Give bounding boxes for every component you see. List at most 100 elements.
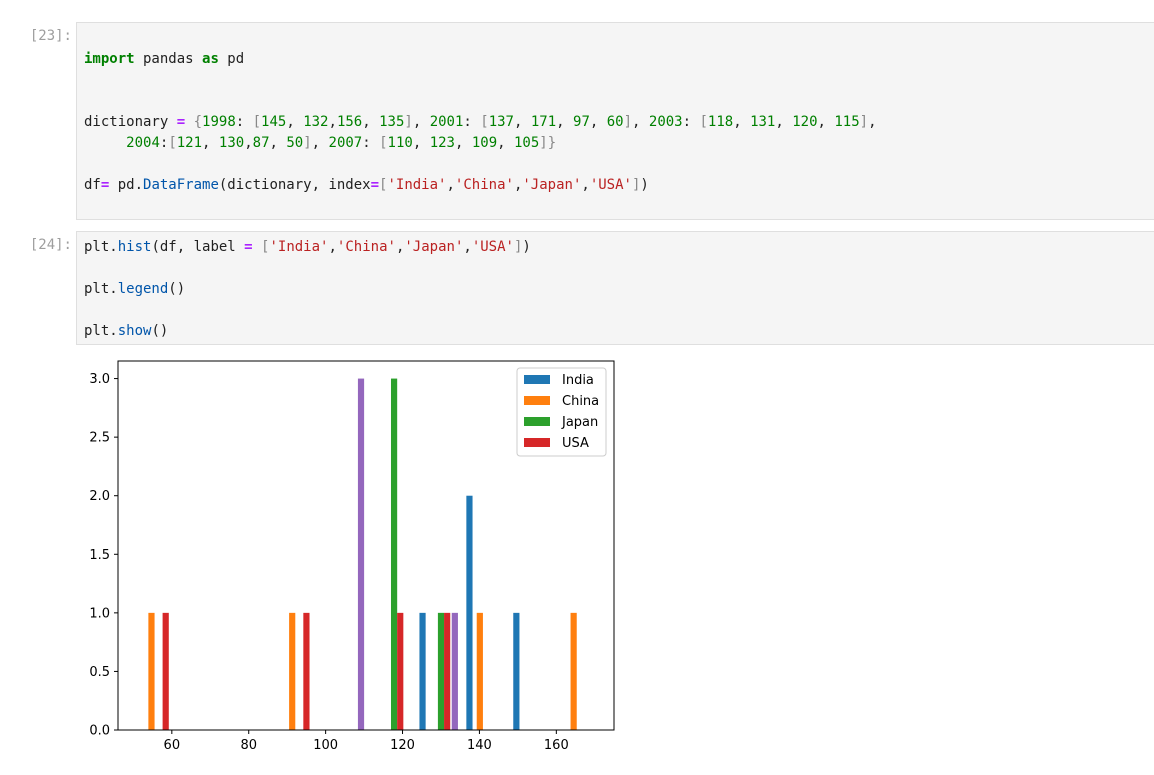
code-line: df= pd.DataFrame(dictionary, index=['Ind…	[84, 176, 649, 194]
code-token	[84, 135, 126, 151]
code-token: pd.	[109, 177, 144, 193]
code-token: ,	[362, 114, 380, 130]
chart-legend: India China Japan USA	[516, 367, 607, 457]
code-token: )	[640, 177, 649, 193]
x-tick-label: 160	[544, 738, 569, 753]
code-token: 123	[429, 135, 455, 151]
code-token: ,	[514, 114, 531, 130]
code-token: [	[261, 239, 270, 255]
code-token: 60	[606, 114, 624, 130]
code-token: [	[480, 114, 489, 130]
y-tick-label: 1.5	[89, 548, 110, 563]
code-token: ,	[556, 114, 574, 130]
code-token: plt.	[84, 323, 118, 339]
code-token: 'USA'	[589, 177, 632, 193]
histogram-chart: 60 80 100 120 140 160 0.0 0.5 1.0 1.5 2.0 2.5 3.0 Ind…	[89, 360, 615, 753]
histogram-bar	[357, 378, 365, 730]
code-token: pd	[218, 51, 245, 67]
code-token: ,	[328, 114, 337, 130]
histogram-bar	[148, 612, 155, 730]
code-token: 2007	[328, 135, 363, 151]
y-tick-label: 2.5	[89, 431, 110, 446]
code-token: 50	[286, 135, 304, 151]
code-token: [	[252, 114, 262, 130]
legend-swatch	[524, 417, 550, 426]
code-token: ,	[581, 177, 590, 193]
legend-label: India	[562, 373, 594, 388]
code-token: :	[362, 135, 380, 151]
cell-prompt-23: [23]:	[29, 28, 72, 44]
code-token: import	[84, 51, 135, 67]
code-token: 137	[488, 114, 514, 130]
code-token: ,	[497, 135, 514, 151]
legend-swatch	[524, 396, 550, 405]
code-token: 'China'	[336, 239, 396, 255]
code-token: 'China'	[454, 177, 514, 193]
code-token: ,	[412, 114, 430, 130]
histogram-bar	[397, 612, 404, 730]
y-tick-label: 1.0	[89, 606, 110, 621]
code-token: ,	[454, 135, 472, 151]
y-tick-label: 0.5	[89, 665, 110, 680]
code-token: ,	[632, 114, 649, 130]
code-token: ,	[412, 135, 430, 151]
code-token: =	[176, 114, 186, 130]
histogram-bar	[513, 612, 520, 730]
code-token: ,	[775, 114, 793, 130]
code-token: [	[699, 114, 708, 130]
code-token	[185, 114, 193, 130]
code-token: ()	[168, 281, 186, 297]
code-token: ]	[404, 114, 413, 130]
code-token: 145	[261, 114, 287, 130]
code-token: 'USA'	[471, 239, 514, 255]
histogram-bar	[303, 612, 310, 730]
code-token: =	[100, 177, 110, 193]
histogram-bar	[390, 378, 398, 730]
legend-label: USA	[562, 436, 589, 451]
code-token: 2001	[429, 114, 464, 130]
histogram-bar	[466, 495, 473, 730]
code-token: [	[379, 135, 388, 151]
code-token: 110	[387, 135, 413, 151]
code-cell-24[interactable]: plt.hist(df, label = ['India','China','J…	[76, 231, 1154, 345]
code-token: ,	[733, 114, 751, 130]
code-token: {	[193, 114, 203, 130]
code-token: 130	[218, 135, 245, 151]
code-token: :	[463, 114, 481, 130]
code-token: ()	[151, 323, 169, 339]
code-token: 'Japan'	[404, 239, 464, 255]
code-token: 135	[379, 114, 405, 130]
code-token: df	[84, 177, 101, 193]
code-token: ]	[623, 114, 633, 130]
code-token: pandas	[134, 51, 203, 67]
code-cell-23[interactable]: import pandas as pd dictionary = {1998: […	[76, 22, 1154, 220]
histogram-bar	[162, 612, 169, 730]
code-token: ,	[395, 239, 405, 255]
axes-frame	[117, 360, 615, 731]
code-line: 2004:[121, 130,87, 50], 2007: [110, 123,…	[84, 134, 556, 152]
y-tick-label: 0.0	[89, 724, 110, 739]
x-tick-label: 80	[240, 738, 257, 753]
histogram-bar	[476, 612, 483, 730]
code-line: plt.legend()	[84, 280, 185, 298]
code-token: 132	[303, 114, 329, 130]
code-token: 97	[573, 114, 590, 130]
code-token: show	[117, 323, 152, 339]
legend-swatch	[524, 375, 550, 384]
code-token: plt.	[84, 281, 118, 297]
code-token: )	[522, 239, 531, 255]
code-token: ]}	[539, 135, 557, 151]
code-token: 2003	[648, 114, 683, 130]
code-token: [	[168, 135, 177, 151]
code-token: :	[682, 114, 700, 130]
code-token: ]	[513, 239, 523, 255]
x-tick-label: 120	[390, 738, 415, 753]
code-token: ,	[328, 239, 337, 255]
code-token: 'India'	[387, 177, 447, 193]
x-tick-label: 140	[467, 738, 492, 753]
code-token: ,	[868, 114, 877, 130]
code-token: 118	[707, 114, 734, 130]
code-token: ]	[303, 135, 312, 151]
code-token: legend	[117, 281, 169, 297]
histogram-bar	[437, 612, 445, 730]
